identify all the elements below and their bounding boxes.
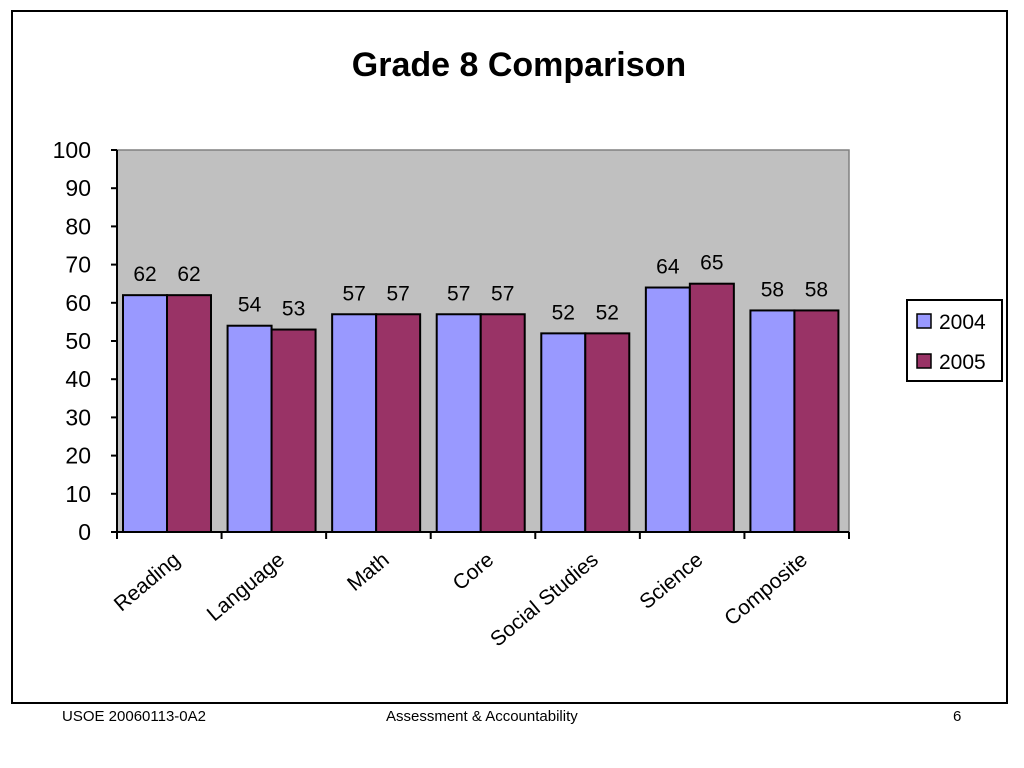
- x-tick-label: Social Studies: [486, 548, 603, 651]
- y-tick-label: 40: [65, 366, 91, 392]
- data-label: 57: [447, 282, 470, 305]
- y-tick-label: 50: [65, 328, 91, 354]
- chart-title: Grade 8 Comparison: [352, 46, 686, 84]
- data-label: 52: [596, 301, 619, 324]
- data-label: 57: [342, 282, 365, 305]
- data-label: 52: [552, 301, 575, 324]
- footer-department: Assessment & Accountability: [386, 708, 578, 725]
- data-label: 53: [282, 298, 305, 321]
- bar-2004-math: [331, 313, 378, 534]
- bars-layer: [122, 282, 840, 534]
- data-label: 62: [177, 263, 200, 286]
- data-label: 64: [656, 256, 680, 279]
- y-tick-label: 0: [78, 519, 91, 545]
- data-label: 58: [761, 278, 784, 301]
- legend-label-2004: 2004: [939, 311, 986, 334]
- bar-2004-composite: [749, 309, 796, 533]
- data-label: 58: [805, 278, 828, 301]
- bar-2004-reading: [122, 294, 168, 533]
- bar-2005-science: [688, 282, 735, 534]
- bar-2005-core: [479, 313, 526, 534]
- footer-document-id: USOE 20060113-0A2: [62, 708, 206, 725]
- legend-label-2005: 2005: [939, 351, 986, 374]
- y-tick-label: 30: [65, 404, 91, 430]
- legend-swatch-2004: [916, 313, 932, 329]
- data-label: 57: [386, 282, 409, 305]
- y-tick-label: 100: [53, 137, 91, 163]
- data-label: 62: [133, 263, 156, 286]
- y-tick-label: 20: [65, 443, 91, 469]
- bar-2004-language: [226, 324, 273, 533]
- x-tick-label: Math: [343, 548, 394, 596]
- x-tick-label: Language: [203, 548, 289, 626]
- y-tick-label: 10: [65, 481, 91, 507]
- y-tick-label: 90: [65, 175, 91, 201]
- y-axis: 0 10 20 30 40 50 60 70 80 90 100: [53, 137, 118, 545]
- bar-2004-core: [435, 313, 482, 534]
- legend: 2004 2005: [906, 299, 1003, 382]
- bar-2004-social-studies: [540, 332, 587, 533]
- bar-2005-reading: [166, 294, 212, 533]
- data-label: 65: [700, 252, 723, 275]
- bar-2005-composite: [793, 309, 840, 533]
- legend-swatch-2005: [916, 353, 932, 369]
- bar-2005-math: [375, 313, 422, 534]
- bar-2005-social-studies: [584, 332, 631, 533]
- x-tick-label: Composite: [720, 548, 812, 630]
- y-tick-label: 60: [65, 290, 91, 316]
- x-tick-label: Science: [635, 548, 707, 614]
- y-tick-label: 80: [65, 213, 91, 239]
- x-tick-label: Reading: [110, 548, 185, 616]
- data-label: 54: [238, 294, 262, 317]
- bar-2004-science: [644, 286, 691, 533]
- data-label: 57: [491, 282, 514, 305]
- footer-page-number: 6: [953, 708, 962, 725]
- y-tick-label: 70: [65, 252, 91, 278]
- x-tick-label: Core: [449, 548, 499, 595]
- bar-2005-language: [270, 328, 317, 534]
- data-labels-layer: 62 62 54 53 57 57 57 57 52 52 64 65 58 58: [133, 252, 828, 325]
